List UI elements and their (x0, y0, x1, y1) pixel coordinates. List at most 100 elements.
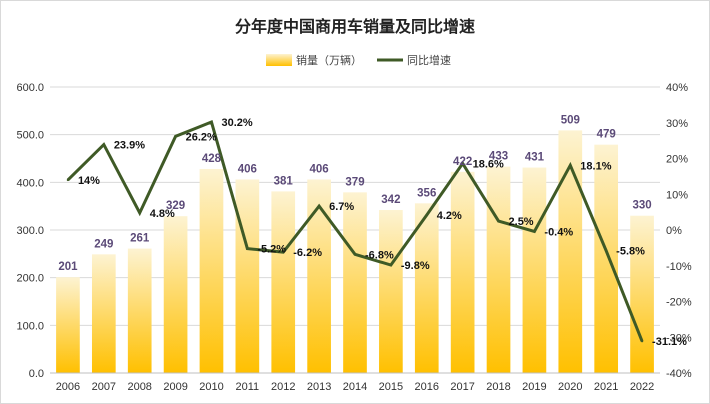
bar (558, 130, 583, 373)
line-point (461, 162, 464, 165)
y-right-tick-label: -40% (666, 368, 692, 380)
line-point (569, 164, 572, 167)
line-point (533, 230, 536, 233)
bar-value-label: 330 (632, 200, 651, 212)
bar (307, 179, 331, 373)
bar-value-label: 428 (202, 153, 222, 165)
bar (486, 166, 511, 373)
line-point (389, 263, 393, 267)
line-value-label: 18.6% (473, 159, 504, 171)
bar (630, 215, 654, 373)
line-data-labels: 14% 23.9% 4.8% 26.2% 30.2% -5.2% -6.2% 6.7% -6.8… (78, 117, 687, 348)
x-tick-label: 2011 (236, 381, 260, 393)
bar-value-label: 381 (274, 175, 294, 187)
line-point (66, 178, 70, 182)
line-value-label: 2.5% (509, 216, 534, 228)
bar-value-label: 342 (381, 194, 400, 206)
bar (56, 277, 80, 373)
x-tick-label: 2010 (199, 381, 223, 393)
x-tick-label: 2021 (594, 381, 618, 393)
line-value-label: 30.2% (221, 117, 252, 129)
legend: 销量（万辆） 同比增速 (266, 53, 451, 67)
chart-title: 分年度中国商用车销量及同比增速 (235, 17, 475, 36)
line-value-label: 18.1% (580, 160, 611, 172)
line-point (138, 211, 141, 215)
line-value-label: -0.4% (544, 226, 573, 238)
y-left-tick-label: 400.0 (16, 177, 44, 189)
y-left-tick-label: 100.0 (16, 320, 44, 332)
legend-line-label: 同比增速 (407, 53, 451, 67)
bar-value-label: 356 (417, 187, 436, 199)
line-point (425, 213, 428, 217)
y-left-tick-label: 0.0 (29, 368, 44, 380)
y-right-tick-label: 40% (666, 82, 688, 94)
x-tick-label: 2013 (307, 381, 331, 393)
x-tick-label: 2019 (522, 381, 546, 393)
legend-bar-swatch (266, 54, 292, 66)
x-tick-label: 2022 (630, 381, 654, 393)
line-value-label: 26.2% (186, 131, 217, 143)
x-axis: 2006 2007 2008 2009 2010 2011 2012 2013 2014 2015… (50, 372, 660, 393)
y-right-tick-label: -20% (666, 297, 692, 309)
x-tick-label: 2017 (450, 381, 474, 393)
y-left-tick-label: 500.0 (16, 130, 44, 142)
bar-value-label: 261 (130, 233, 150, 245)
bar (127, 248, 152, 373)
x-tick-label: 2009 (163, 381, 187, 393)
bar (199, 168, 224, 373)
y-right-tick-label: -30% (666, 332, 692, 344)
y-axis-right: -40% -30% -20% -10% 0% 10% 20% 30% 40% (666, 82, 692, 380)
bar (522, 167, 547, 373)
line-value-label: 6.7% (329, 201, 354, 213)
y-right-tick-label: 0% (666, 225, 682, 237)
bar-value-label: 422 (453, 156, 472, 168)
line-point (246, 247, 249, 250)
bar (379, 209, 403, 373)
bar-value-label: 249 (94, 238, 113, 250)
line-value-label: 4.8% (150, 208, 175, 220)
x-tick-label: 2015 (379, 381, 403, 393)
line-point (174, 135, 177, 138)
bar (414, 203, 439, 373)
bar-value-label: 433 (489, 151, 508, 163)
bar-value-label: 509 (561, 114, 580, 126)
line-point (317, 204, 321, 208)
y-right-tick-label: -10% (666, 261, 692, 273)
bar-value-label: 479 (597, 129, 616, 141)
bar (343, 192, 367, 373)
y-right-tick-label: 20% (666, 154, 688, 166)
line-value-label: -31.1% (652, 336, 687, 348)
bar-value-label: 379 (345, 176, 364, 188)
line-value-label: 23.9% (114, 140, 145, 152)
bar (91, 254, 116, 373)
line-point (604, 249, 608, 252)
line-value-label: -6.8% (365, 249, 394, 261)
y-left-tick-label: 300.0 (16, 225, 44, 237)
line-point (497, 219, 500, 223)
line-value-label: 4.2% (437, 210, 462, 222)
line-value-label: -6.2% (293, 247, 322, 259)
bar-value-label: 329 (166, 200, 185, 212)
line-value-label: 14% (78, 175, 100, 187)
x-tick-label: 2020 (558, 381, 582, 393)
bar-series (56, 130, 654, 373)
line-point (102, 143, 106, 146)
x-tick-label: 2008 (127, 381, 151, 393)
bar (271, 191, 296, 373)
x-tick-label: 2014 (343, 381, 367, 393)
y-axis-left: 0.0 100.0 200.0 300.0 400.0 500.0 600.0 (16, 82, 44, 380)
y-right-tick-label: 10% (666, 189, 688, 201)
bar (235, 179, 260, 373)
x-tick-label: 2007 (92, 381, 116, 393)
bar (450, 171, 475, 373)
x-tick-label: 2018 (486, 381, 510, 393)
legend-bar-label: 销量（万辆） (296, 53, 362, 67)
y-left-tick-label: 200.0 (16, 273, 44, 285)
line-value-label: -5.8% (616, 246, 645, 258)
bar (594, 144, 619, 373)
x-tick-label: 2006 (56, 381, 80, 393)
line-point (282, 250, 285, 254)
line-value-label: -9.8% (401, 260, 430, 272)
